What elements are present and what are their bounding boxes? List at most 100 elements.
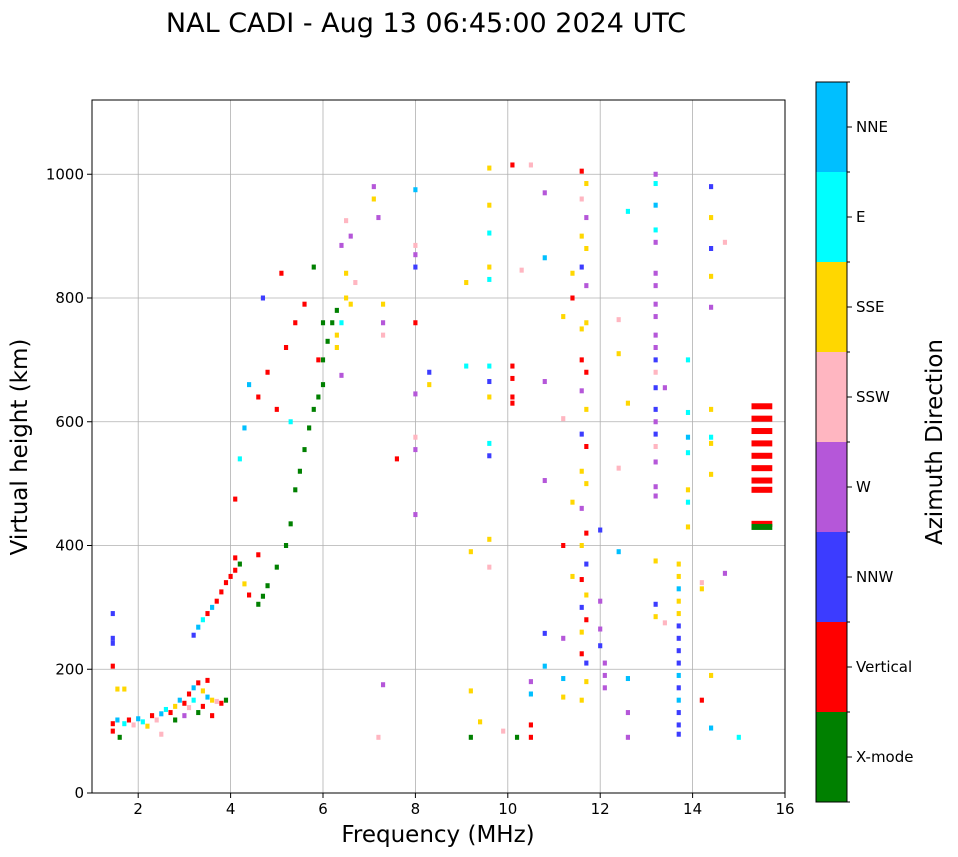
data-point xyxy=(487,165,492,171)
data-point xyxy=(380,301,386,307)
data-point xyxy=(214,598,219,604)
data-point xyxy=(413,187,418,193)
data-point xyxy=(464,280,469,286)
data-point xyxy=(561,314,566,320)
data-point xyxy=(117,734,122,740)
data-point xyxy=(223,697,229,703)
data-point xyxy=(653,301,658,307)
x-tick-label: 2 xyxy=(133,800,143,818)
data-point xyxy=(676,611,681,617)
data-point xyxy=(274,406,279,412)
data-point xyxy=(501,728,506,734)
data-point xyxy=(110,640,115,646)
data-point xyxy=(260,593,266,599)
colorbar-label: W xyxy=(856,478,871,496)
colorbar-label: SSE xyxy=(856,298,885,316)
colorbar-title: Azimuth Direction xyxy=(922,339,948,545)
data-point xyxy=(122,721,127,727)
data-point xyxy=(154,717,159,723)
data-point xyxy=(464,363,469,369)
data-point xyxy=(653,431,658,437)
data-point xyxy=(136,716,141,722)
data-point xyxy=(247,382,252,388)
colorbar-label: SSW xyxy=(856,388,890,406)
colorbar-segment xyxy=(816,82,847,172)
data-point xyxy=(653,406,658,412)
data-point xyxy=(413,242,418,248)
data-point xyxy=(196,624,201,630)
data-point xyxy=(115,717,120,723)
data-point xyxy=(233,555,238,561)
data-point xyxy=(353,280,358,286)
data-point xyxy=(487,440,492,446)
plot-frame xyxy=(91,99,786,794)
data-point xyxy=(279,270,284,276)
data-point xyxy=(579,233,584,239)
data-point xyxy=(110,635,115,641)
y-tick-label: 1000 xyxy=(46,165,84,183)
data-point xyxy=(223,580,229,586)
data-point xyxy=(376,734,381,740)
data-point xyxy=(570,573,575,579)
data-point xyxy=(168,710,173,716)
data-point xyxy=(115,686,120,692)
data-point xyxy=(468,688,473,694)
data-point xyxy=(542,190,547,196)
data-point xyxy=(751,440,773,447)
data-point xyxy=(242,425,247,431)
data-point xyxy=(210,713,215,719)
data-point xyxy=(602,660,607,666)
data-point xyxy=(344,218,349,224)
data-point xyxy=(584,660,589,666)
data-point xyxy=(598,626,603,632)
data-point xyxy=(676,685,681,691)
data-point xyxy=(561,676,566,682)
y-tick-label: 600 xyxy=(55,413,84,431)
data-point xyxy=(260,295,266,301)
data-point xyxy=(542,379,547,385)
data-point xyxy=(561,694,566,700)
colorbar-label: NNE xyxy=(856,118,888,136)
data-point xyxy=(625,208,630,214)
x-tick-label: 6 xyxy=(318,800,328,818)
data-point xyxy=(709,246,714,251)
data-point xyxy=(371,196,376,202)
data-point xyxy=(751,415,773,422)
data-point xyxy=(561,416,566,422)
colorbar-segment xyxy=(816,532,847,622)
data-point xyxy=(625,400,630,406)
colorbar-frame xyxy=(815,81,848,803)
plot-area: 2 4 6 8 10 12 14 16 0 200 400 600 800 1000 xyxy=(46,99,795,818)
data-point xyxy=(468,734,473,740)
data-point xyxy=(427,369,432,375)
data-point xyxy=(653,332,658,338)
data-point xyxy=(237,561,242,567)
data-point xyxy=(579,264,584,270)
data-point xyxy=(200,688,205,694)
data-point xyxy=(751,477,773,484)
data-point xyxy=(380,332,386,338)
data-point xyxy=(598,598,603,604)
data-point xyxy=(510,394,515,400)
data-point xyxy=(228,573,233,579)
data-point xyxy=(519,267,524,273)
data-point xyxy=(131,722,136,728)
colorbar-segment xyxy=(816,622,847,712)
data-point xyxy=(616,317,621,323)
data-point xyxy=(709,215,714,221)
data-point xyxy=(283,543,289,548)
data-point xyxy=(676,710,681,716)
data-point xyxy=(307,425,312,431)
data-point xyxy=(662,620,667,626)
data-point xyxy=(265,369,270,375)
data-point xyxy=(579,604,584,610)
data-point xyxy=(579,326,584,332)
data-point xyxy=(722,239,728,245)
x-tick-label: 4 xyxy=(226,800,236,818)
data-point xyxy=(584,181,589,187)
data-point xyxy=(570,499,575,505)
data-point xyxy=(528,734,533,740)
colorbar-label: X-mode xyxy=(856,748,913,766)
data-point xyxy=(709,434,714,440)
data-point xyxy=(487,363,492,369)
